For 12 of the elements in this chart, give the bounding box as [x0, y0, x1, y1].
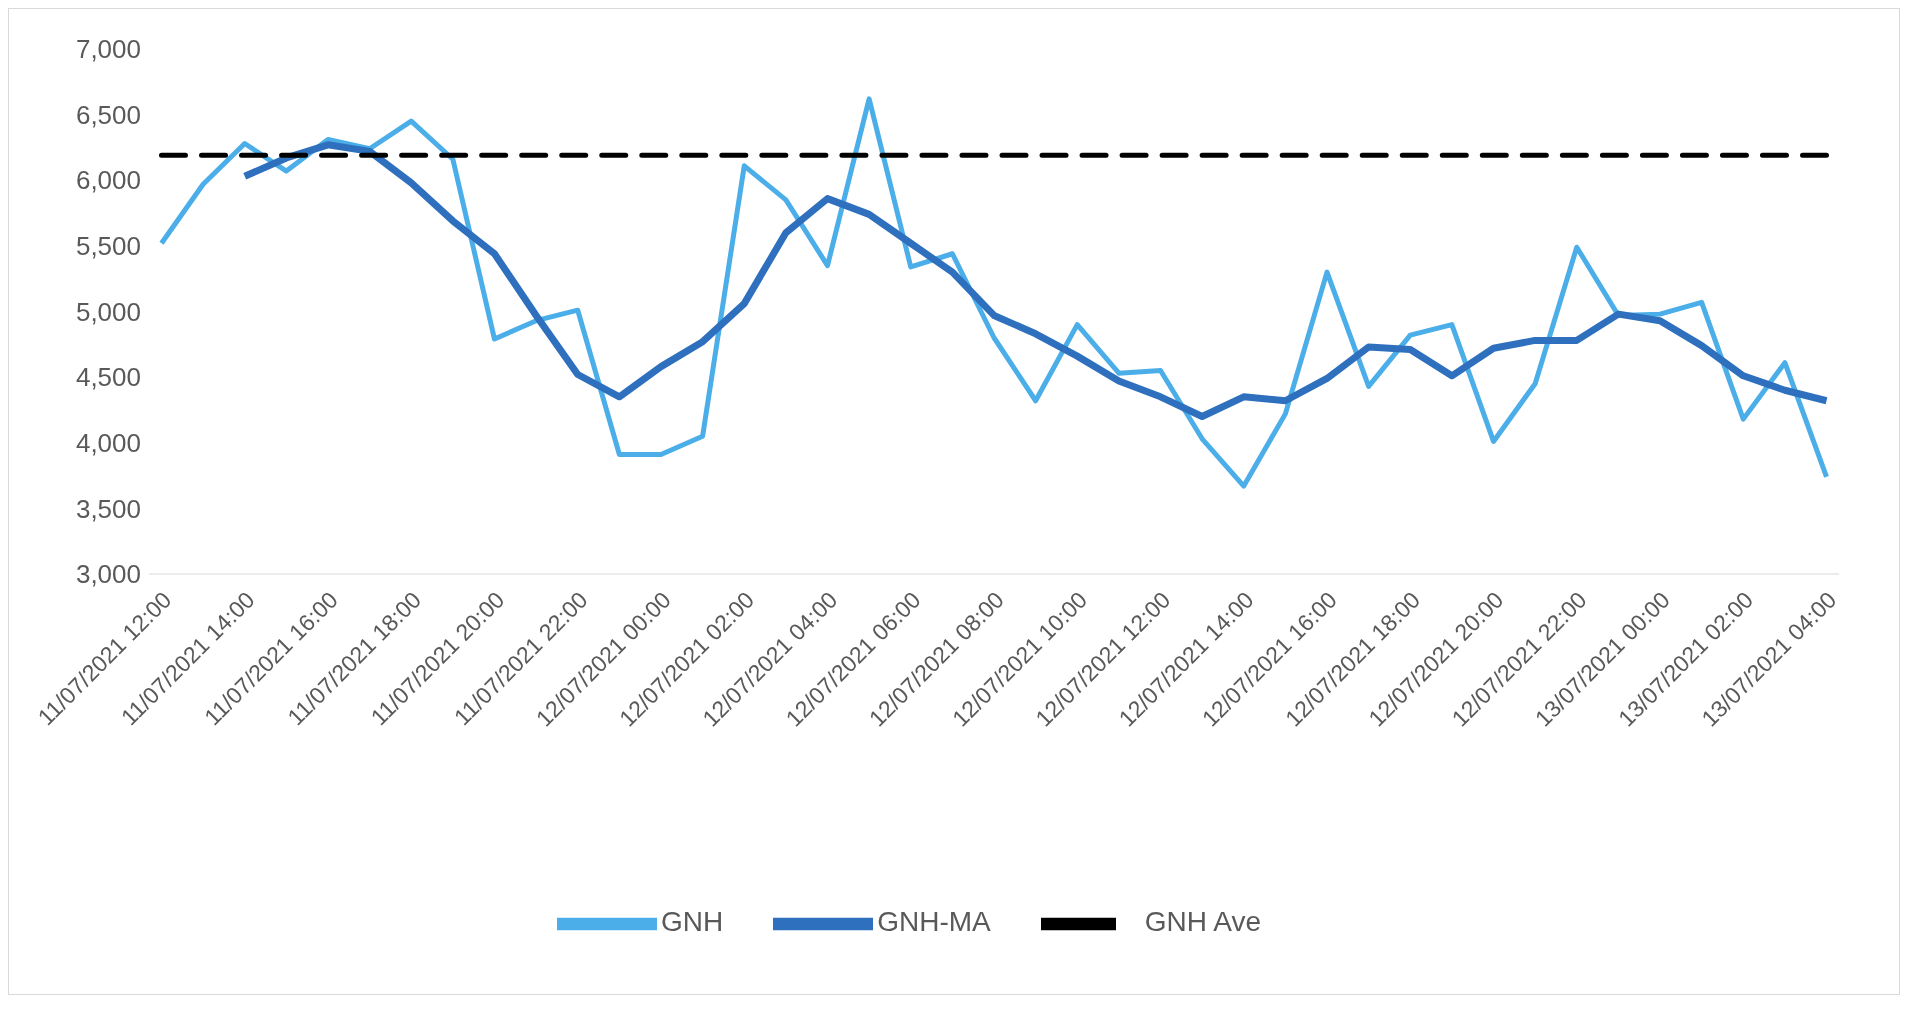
legend-label: GNH Ave	[1144, 906, 1261, 938]
legend-label: GNH-MA	[877, 906, 991, 938]
y-tick-label: 3,500	[75, 493, 141, 524]
y-tick-label: 4,500	[75, 362, 141, 393]
legend-label: GNH	[661, 906, 724, 938]
y-tick-label: 7,000	[75, 34, 141, 65]
y-tick-label: 6,500	[75, 99, 141, 130]
y-tick-label: 5,500	[75, 231, 141, 262]
y-tick-label: 4,000	[75, 427, 141, 458]
y-tick-label: 6,000	[75, 165, 141, 196]
y-tick-label: 5,000	[75, 296, 141, 327]
y-tick-label: 3,000	[75, 559, 141, 590]
